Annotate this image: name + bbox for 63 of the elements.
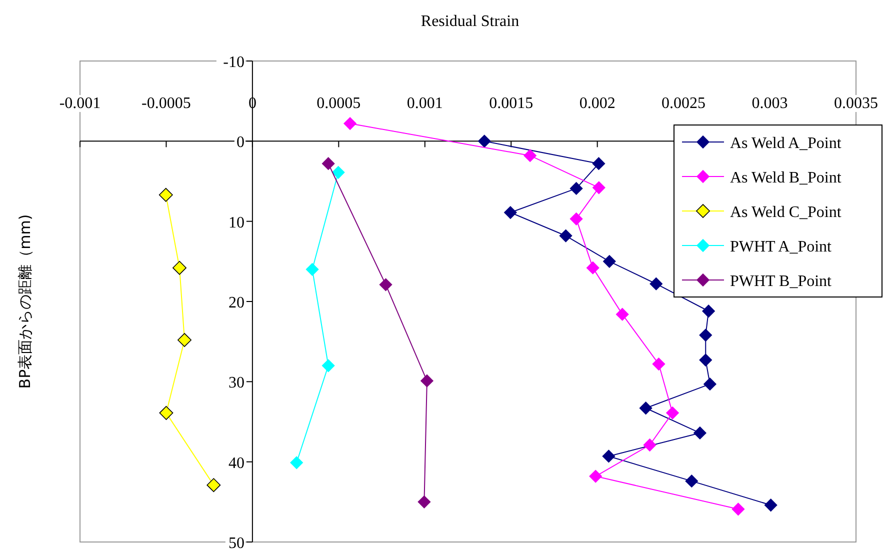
legend-label: PWHT B_Point — [730, 273, 832, 290]
point — [172, 260, 186, 275]
x-tick-label: 0.0015 — [489, 95, 534, 112]
point — [666, 406, 680, 420]
point — [290, 456, 304, 470]
y-axis-title: BP表面からの距離（mm) — [16, 214, 34, 389]
point — [764, 498, 778, 512]
point — [504, 206, 517, 220]
point — [643, 438, 656, 452]
point — [652, 357, 666, 371]
y-tick-label: -10 — [223, 54, 244, 71]
point — [178, 333, 192, 347]
point — [589, 470, 602, 483]
point — [343, 116, 357, 130]
point — [592, 181, 606, 194]
y-tick-label: 20 — [228, 294, 244, 312]
point — [602, 450, 616, 463]
legend-label: As Weld B_Point — [730, 170, 842, 186]
point — [158, 188, 173, 202]
point — [699, 328, 712, 342]
point — [616, 308, 629, 321]
legend-label: As Weld A_Point — [730, 135, 842, 152]
point — [693, 426, 707, 440]
point — [478, 134, 491, 148]
x-tick-label: -0.0005 — [142, 95, 191, 112]
point — [685, 474, 698, 488]
point — [322, 157, 335, 170]
point — [650, 277, 663, 290]
x-axis-title: Residual Strain — [420, 13, 520, 30]
point — [559, 229, 572, 242]
point — [732, 502, 745, 516]
point — [418, 495, 431, 508]
point — [322, 359, 335, 372]
point — [570, 212, 583, 226]
point — [570, 182, 583, 196]
point — [586, 261, 600, 274]
point — [206, 478, 221, 492]
point — [159, 406, 174, 420]
point — [332, 166, 345, 179]
y-tick-label: 30 — [228, 374, 244, 392]
x-tick-label: 0.003 — [752, 95, 788, 112]
x-tick-label: 0.0035 — [834, 95, 878, 112]
point — [420, 374, 434, 388]
point — [524, 149, 537, 162]
point — [592, 157, 606, 170]
y-tick-label: 50 — [228, 535, 244, 550]
x-tick-label: 0.001 — [406, 95, 443, 112]
y-tick-label: 40 — [228, 454, 244, 472]
point — [602, 254, 616, 268]
legend-label: PWHT A_Point — [730, 238, 832, 256]
point — [702, 304, 716, 318]
x-tick-label: 0.0005 — [316, 95, 361, 112]
point — [306, 262, 319, 276]
y-tick-label: 0 — [236, 134, 244, 152]
x-tick-label: 0.002 — [579, 95, 616, 112]
x-tick-label: 0.0025 — [662, 95, 706, 112]
point — [379, 278, 392, 292]
point — [639, 402, 652, 415]
y-tick-label: 10 — [228, 214, 244, 232]
point — [703, 378, 717, 391]
legend-label: As Weld C_Point — [730, 204, 842, 221]
x-tick-label: -0.001 — [59, 95, 101, 112]
point — [699, 353, 712, 367]
